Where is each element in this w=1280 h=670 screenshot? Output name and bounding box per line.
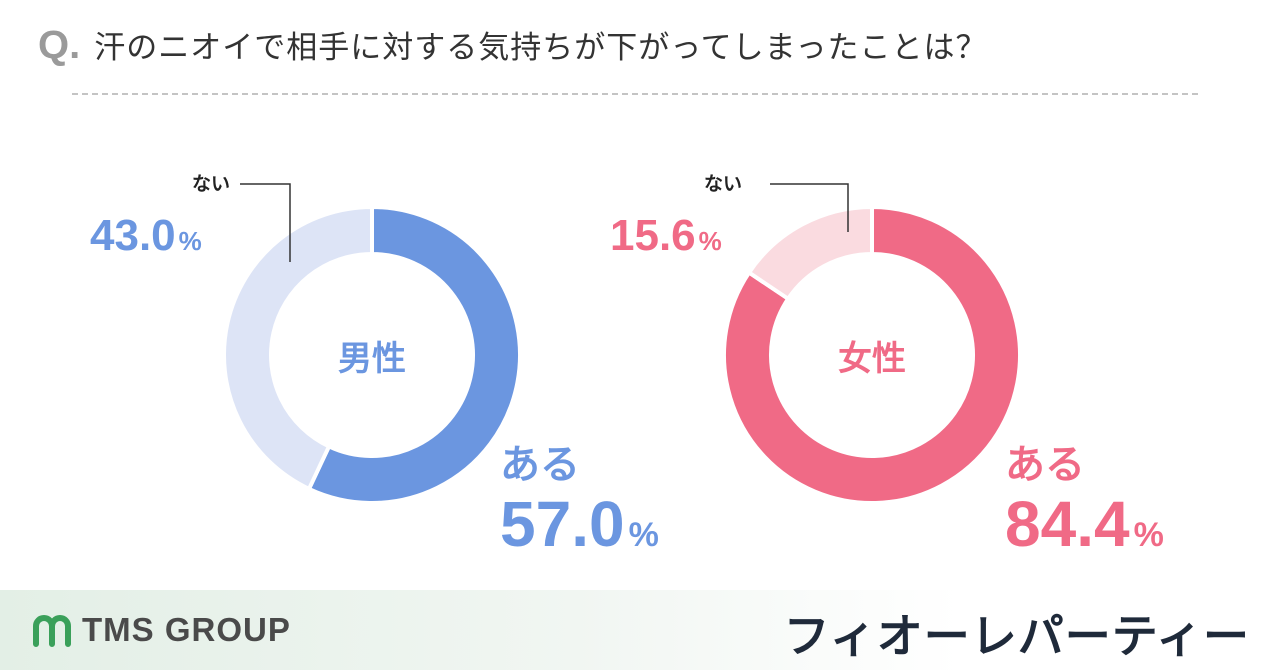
slice-value: 43.0% bbox=[90, 211, 202, 260]
footer: TMS GROUP フィオーレパーティー bbox=[0, 590, 1280, 670]
tms-group-text: TMS GROUP bbox=[82, 611, 291, 648]
slice-value: 84.4% bbox=[1005, 488, 1164, 560]
donut-slice bbox=[222, 204, 374, 492]
chart-center-label: 女性 bbox=[838, 339, 906, 379]
slice-value: 15.6% bbox=[610, 211, 722, 260]
slice-value: 57.0% bbox=[500, 488, 659, 560]
donut-slice bbox=[306, 204, 522, 505]
chart-center-label: 男性 bbox=[338, 339, 406, 379]
leader-line bbox=[240, 183, 291, 262]
slice-value-number: 84.4 bbox=[1005, 488, 1130, 560]
brand-logo: フィオーレパーティー bbox=[783, 609, 1250, 663]
slice-label: ない bbox=[192, 173, 230, 195]
leader-line bbox=[770, 183, 849, 232]
donut-slice bbox=[722, 204, 1022, 505]
question-header: Q. 汗のニオイで相手に対する気持ちが下がってしまったことは？ bbox=[38, 22, 987, 82]
slice-label: ある bbox=[1005, 442, 1085, 488]
header-divider bbox=[72, 93, 1198, 95]
slice-value-number: 15.6 bbox=[610, 211, 696, 260]
slice-value-unit: % bbox=[699, 226, 722, 256]
question-text: 汗のニオイで相手に対する気持ちが下がってしまったことは？ bbox=[94, 30, 988, 66]
tms-logo-icon bbox=[33, 615, 71, 647]
question-mark: Q. bbox=[38, 23, 81, 67]
slice-value-unit: % bbox=[179, 226, 202, 256]
donut-slice bbox=[746, 204, 874, 302]
slice-value-unit: % bbox=[1134, 516, 1164, 554]
tms-group-logo: TMS GROUP bbox=[32, 610, 291, 650]
slice-value-unit: % bbox=[629, 516, 659, 554]
slice-value-number: 57.0 bbox=[500, 488, 625, 560]
slice-value-number: 43.0 bbox=[90, 211, 176, 260]
slice-label: ある bbox=[500, 442, 580, 488]
slice-label: ない bbox=[704, 173, 742, 195]
